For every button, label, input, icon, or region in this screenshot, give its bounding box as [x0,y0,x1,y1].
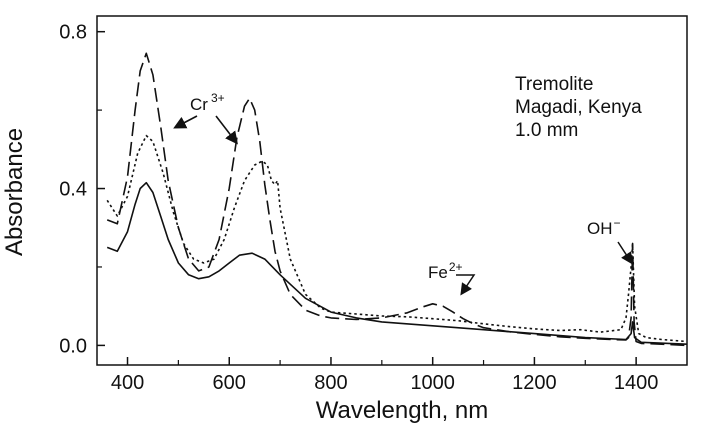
fe-label-base: Fe [428,263,448,282]
x-tick-label: 1400 [614,372,659,394]
fe-label-sup: 2+ [449,260,463,274]
fe-arrow [456,274,476,296]
x-tick-label: 1000 [410,372,455,394]
series-line-dotted [106,134,688,343]
axis-ticks: 400 600 800 1000 1200 1400 0.0 0.4 0.8 [59,22,658,394]
y-tick-label: 0.4 [59,179,87,201]
cr-label-base: Cr [190,95,208,114]
oh-arrow [617,241,633,265]
cr-label-sup: 3+ [211,91,225,105]
y-tick-label: 0.8 [59,22,87,44]
x-tick-label: 600 [213,372,246,394]
y-tick-label: 0.0 [59,335,87,357]
series-line-solid [106,181,688,345]
x-tick-label: 400 [111,372,144,394]
oh-label-sup: − [614,216,621,230]
cr-label: Cr 3+ [190,91,225,114]
oh-label-base: OH [587,219,613,238]
x-axis-title: Wavelength, nm [316,397,489,424]
y-axis-title: Absorbance [1,128,28,256]
cr-arrow-left [173,115,198,129]
series-layer [106,52,688,347]
x-tick-label: 1200 [512,372,557,394]
cr-arrow-right [215,115,238,145]
annotation-line-2: Magadi, Kenya [515,97,642,118]
oh-label: OH− [587,216,621,238]
annotation-line-3: 1.0 mm [515,120,578,141]
annotation-line-1: Tremolite [515,74,593,95]
plot-frame [96,15,688,366]
fe-label: Fe2+ [428,260,463,282]
x-tick-label: 800 [314,372,347,394]
